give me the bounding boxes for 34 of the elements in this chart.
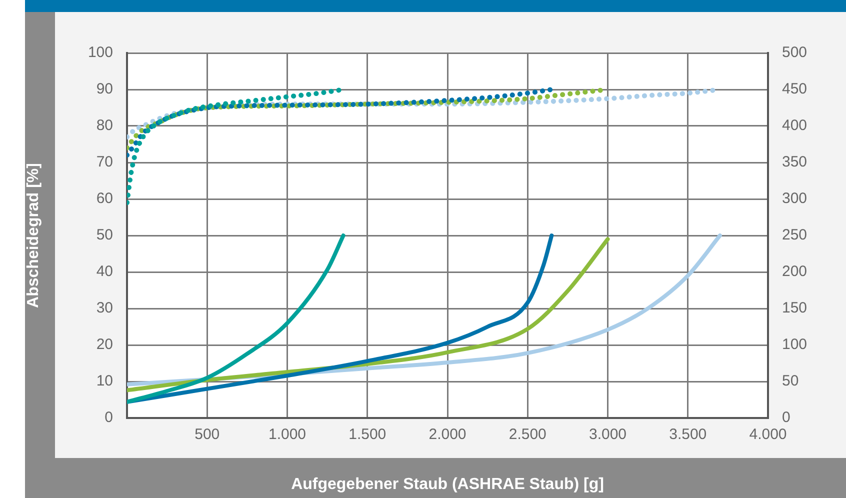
x-tick-label: 3.500 xyxy=(669,426,707,444)
y2-tick-label: 500 xyxy=(782,44,808,62)
y2-tick-label: 0 xyxy=(782,409,790,426)
y-tick-label: 100 xyxy=(88,44,113,62)
y2-tick-label: 250 xyxy=(782,226,808,244)
y2-tick-label: 200 xyxy=(782,263,808,280)
x-tick-label: 3.000 xyxy=(588,426,627,444)
y-axis-title: Abscheidegrad [%] xyxy=(25,163,42,308)
y2-tick-label: 300 xyxy=(782,190,808,208)
y2-tick-label: 350 xyxy=(782,154,808,171)
x-axis-title: Aufgegebener Staub (ASHRAE Staub) [g] xyxy=(291,476,604,493)
x-tick-label: 4.000 xyxy=(749,426,787,444)
y2-tick-label: 50 xyxy=(782,372,799,390)
y2-tick-label: 450 xyxy=(782,80,808,98)
y-tick-label: 0 xyxy=(104,409,113,426)
y-tick-label: 90 xyxy=(96,80,113,98)
line-series xyxy=(127,234,346,404)
x-tick-label: 1.500 xyxy=(348,426,386,444)
y-tick-label: 40 xyxy=(96,263,113,280)
x-tick-label: 2.000 xyxy=(428,426,466,444)
x-tick-label: 1.000 xyxy=(268,426,306,444)
y-tick-label: 20 xyxy=(96,336,113,354)
y-tick-label: 60 xyxy=(96,190,113,208)
x-tick-label: 500 xyxy=(194,426,220,444)
y-tick-label: 10 xyxy=(96,372,113,390)
y-tick-label: 50 xyxy=(96,226,113,244)
y2-tick-label: 150 xyxy=(782,300,808,317)
y2-tick-label: 100 xyxy=(782,336,808,354)
y-tick-label: 80 xyxy=(96,117,113,134)
line-series xyxy=(127,234,554,404)
y2-tick-label: 400 xyxy=(782,117,808,134)
y-tick-label: 70 xyxy=(96,154,113,171)
y-tick-label: 30 xyxy=(96,300,113,317)
x-tick-label: 2.500 xyxy=(508,426,546,444)
